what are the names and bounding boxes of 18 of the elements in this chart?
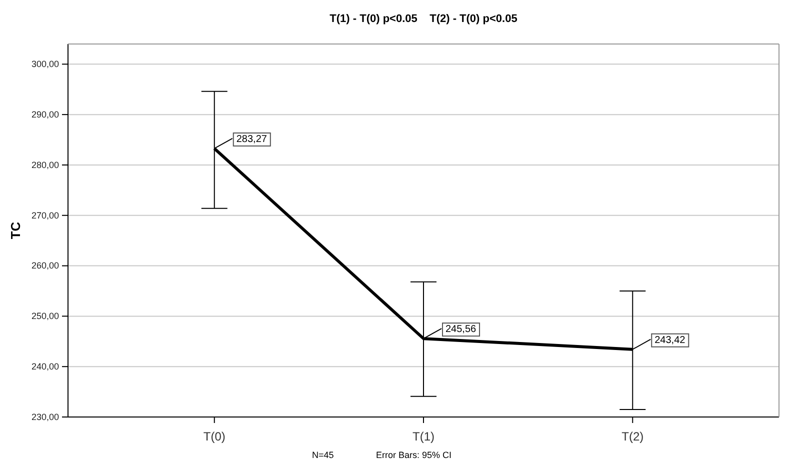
data-label: 283,27 — [236, 134, 268, 145]
text: N=45 — [312, 450, 334, 460]
x-tick-label: T(1) — [412, 429, 434, 444]
data-label: 245,56 — [446, 324, 477, 336]
y-tick-label: 280,00 — [31, 160, 59, 170]
y-axis-title: TC — [8, 221, 23, 240]
data-label: 243,42 — [654, 334, 686, 346]
y-tick-label: 300,00 — [31, 59, 59, 70]
y-tick-label: 260,00 — [31, 260, 59, 271]
text: Error Bars: 95% CI — [376, 450, 452, 460]
x-tick-label: T(0) — [203, 429, 226, 444]
x-tick-label: T(2) — [622, 429, 644, 444]
y-tick-label: 240,00 — [31, 361, 59, 372]
y-tick-label: 230,00 — [31, 412, 59, 422]
y-tick-label: 290,00 — [31, 109, 59, 120]
y-tick-label: 250,00 — [31, 311, 59, 322]
chart-title: T(1) - T(0) p<0.05 T(2) - T(0) p<0.05 — [330, 13, 518, 25]
y-tick-label: 270,00 — [31, 210, 59, 220]
